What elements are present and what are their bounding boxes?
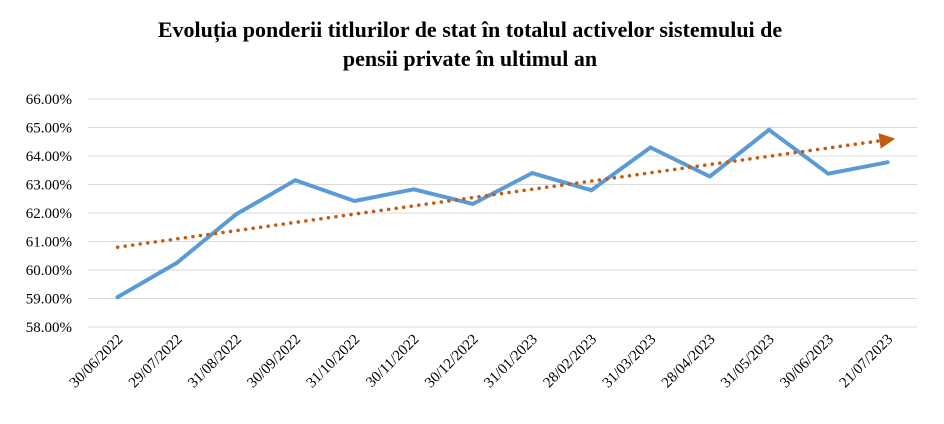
x-tick-label: 31/05/2023 bbox=[718, 332, 778, 392]
data-point bbox=[115, 295, 120, 300]
x-tick-label: 30/11/2022 bbox=[363, 332, 422, 391]
x-tick-label: 21/07/2023 bbox=[837, 332, 897, 392]
data-point bbox=[826, 171, 831, 176]
right-edge-strip bbox=[938, 0, 944, 424]
x-tick-label: 30/09/2022 bbox=[244, 332, 304, 392]
x-tick-label: 28/04/2023 bbox=[659, 332, 719, 392]
chart-title: Evoluția ponderii titlurilor de stat în … bbox=[157, 17, 783, 71]
x-tick-label: 29/07/2022 bbox=[126, 332, 186, 392]
x-tick-label: 30/06/2023 bbox=[777, 332, 837, 392]
data-point bbox=[234, 212, 239, 217]
data-point bbox=[648, 145, 653, 150]
x-tick-label: 31/01/2023 bbox=[481, 332, 541, 392]
x-tick-label: 31/10/2022 bbox=[304, 332, 364, 392]
trendline-series bbox=[115, 133, 896, 249]
data-point bbox=[530, 171, 535, 176]
y-tick-label: 62.00% bbox=[26, 206, 72, 222]
x-tick-label: 31/08/2022 bbox=[185, 332, 245, 392]
data-series-line bbox=[115, 127, 890, 300]
data-point bbox=[293, 178, 298, 183]
y-tick-label: 60.00% bbox=[26, 263, 72, 279]
y-tick-label: 63.00% bbox=[26, 178, 72, 194]
x-tick-label: 31/03/2023 bbox=[600, 332, 660, 392]
data-point bbox=[589, 188, 594, 193]
x-tick-label: 30/06/2022 bbox=[67, 332, 127, 392]
y-tick-label: 66.00% bbox=[26, 92, 72, 108]
data-point bbox=[352, 199, 357, 204]
data-point bbox=[470, 201, 475, 206]
x-tick-label: 30/12/2022 bbox=[422, 332, 482, 392]
data-point bbox=[885, 160, 890, 165]
data-point bbox=[707, 174, 712, 179]
y-tick-label: 65.00% bbox=[26, 121, 72, 137]
data-point bbox=[766, 127, 771, 132]
y-tick-label: 59.00% bbox=[26, 292, 72, 308]
y-tick-label: 58.00% bbox=[26, 320, 72, 336]
data-point bbox=[174, 260, 179, 265]
y-tick-label: 61.00% bbox=[26, 235, 72, 251]
y-tick-label: 64.00% bbox=[26, 149, 72, 165]
data-point bbox=[411, 187, 416, 192]
x-tick-label: 28/02/2023 bbox=[541, 332, 601, 392]
